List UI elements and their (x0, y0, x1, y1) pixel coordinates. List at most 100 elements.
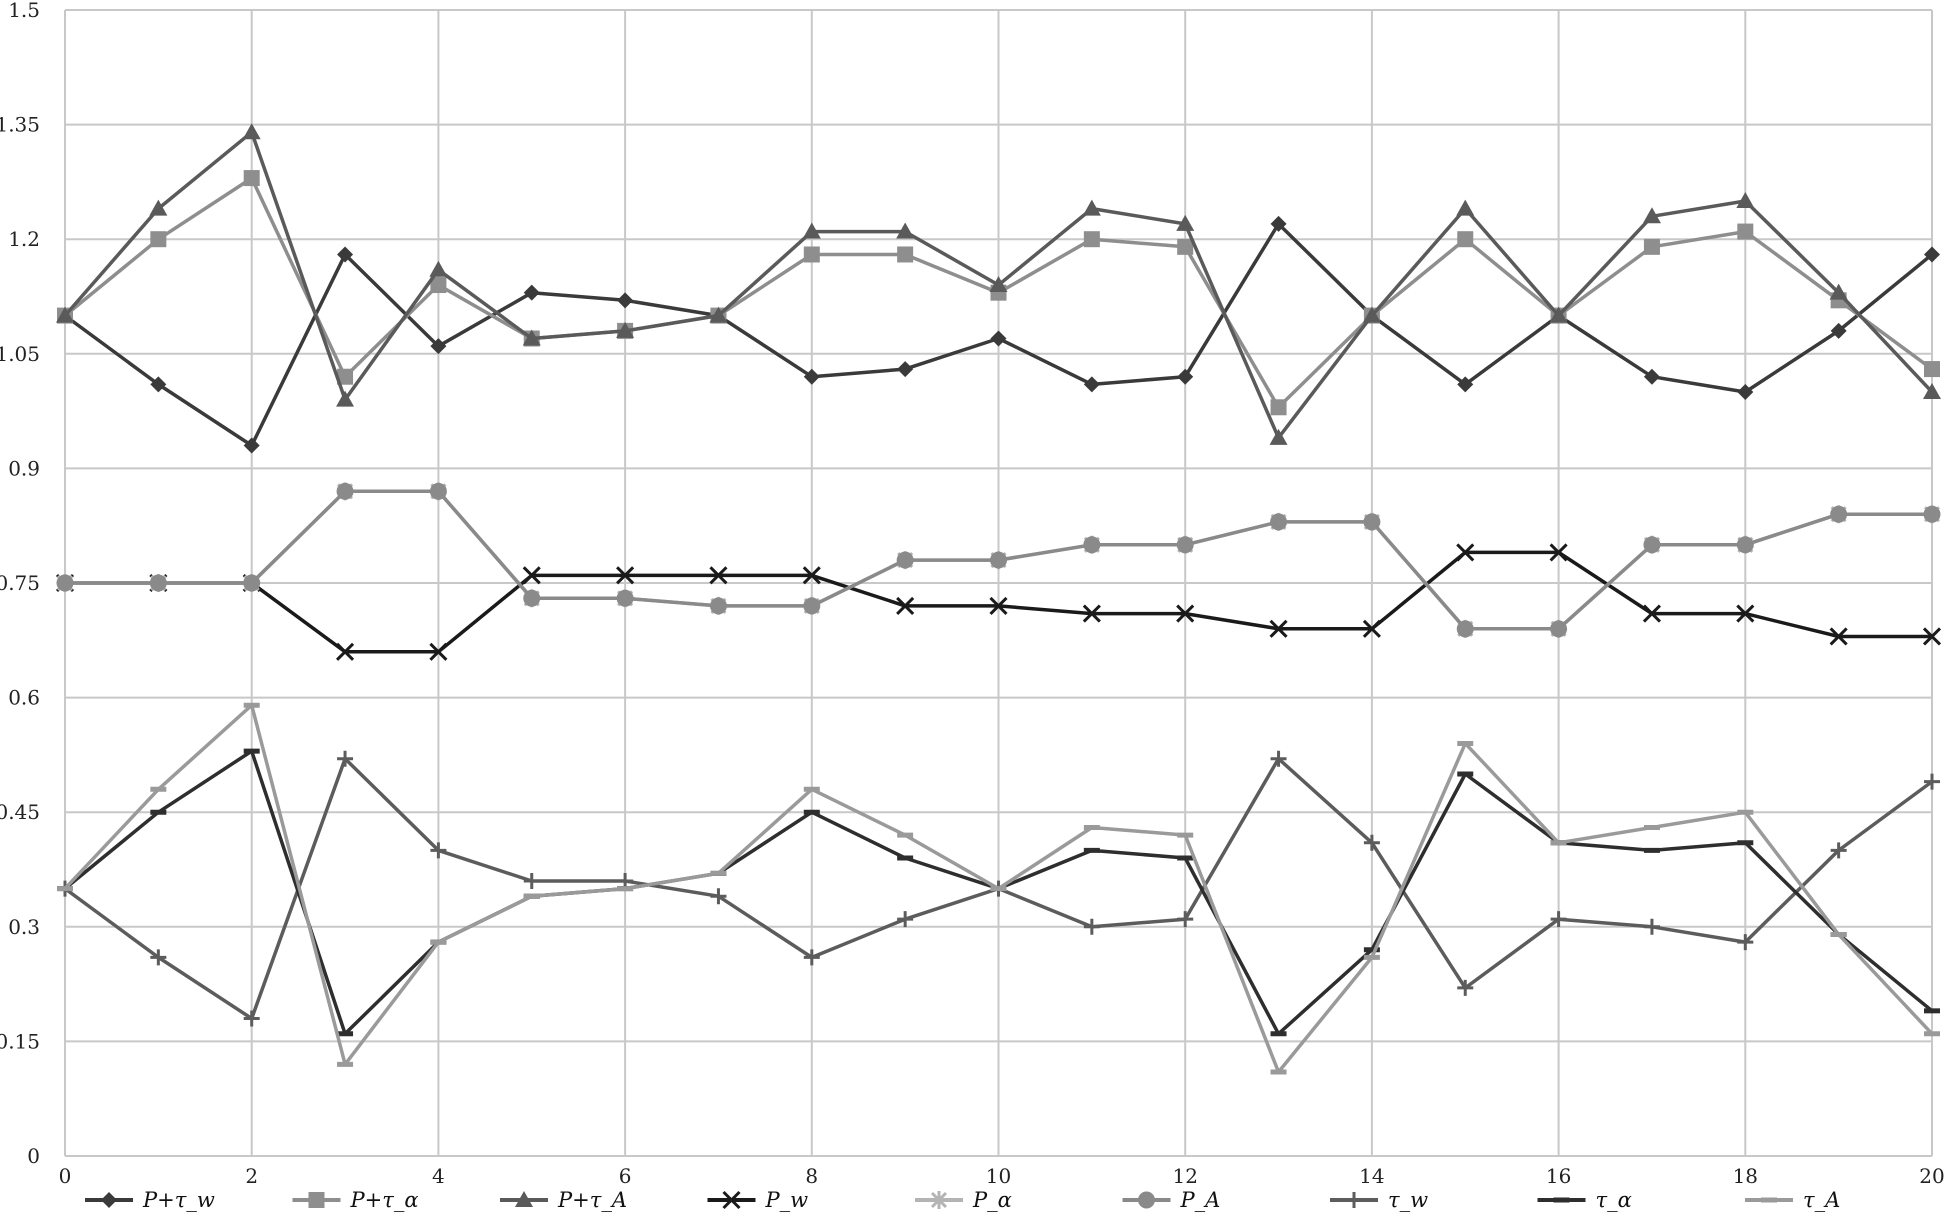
x-tick-label: 14 (1359, 1164, 1384, 1188)
data-point (616, 589, 634, 607)
legend-item: P+τ_w (85, 1188, 215, 1212)
data-point (1642, 207, 1661, 224)
data-point (243, 574, 261, 592)
legend-label: P+τ_A (557, 1188, 627, 1212)
series-2 (56, 123, 1941, 445)
data-point (1643, 238, 1660, 255)
data-point (243, 437, 260, 454)
data-point (1643, 536, 1661, 554)
x-tick-label: 12 (1172, 1164, 1197, 1188)
data-point (1177, 911, 1194, 928)
legend-marker (308, 1192, 325, 1208)
legend-marker (930, 1191, 948, 1209)
data-point (1736, 192, 1755, 208)
data-point (1456, 543, 1475, 562)
data-point (616, 321, 635, 338)
data-point (896, 551, 914, 569)
data-point (1176, 536, 1194, 554)
series-lines (55, 123, 1942, 1075)
data-point (523, 284, 540, 301)
data-point (337, 246, 354, 263)
series-8 (57, 702, 1940, 1075)
data-point (1642, 604, 1662, 623)
data-point (336, 482, 354, 500)
x-tick-label: 16 (1546, 1164, 1571, 1188)
data-point (1922, 627, 1942, 646)
y-tick-label: 0 (27, 1144, 40, 1168)
data-point (709, 566, 728, 585)
data-point (1362, 619, 1381, 638)
data-point (149, 574, 167, 592)
y-tick-label: 0.6 (8, 686, 40, 710)
legend-item: τ_w (1330, 1188, 1428, 1212)
x-tick-label: 0 (59, 1164, 72, 1188)
data-point (1083, 918, 1100, 935)
data-point (1457, 231, 1474, 248)
data-point (1736, 604, 1755, 623)
data-point (1177, 238, 1194, 255)
data-point (1083, 231, 1100, 248)
data-point (523, 872, 540, 889)
data-point (1829, 283, 1848, 300)
series-5 (56, 482, 1941, 638)
data-point (1456, 620, 1474, 638)
data-point (1924, 361, 1940, 378)
data-point (803, 597, 821, 615)
data-point (709, 306, 728, 323)
legend-label: P+τ_α (350, 1188, 419, 1212)
axis-labels: 0 2 4 6 8 10 12 14 16 18 20 0 0.15 0.3 0.45 0.6 0.75 0.9 1… (0, 0, 1945, 1188)
data-point (1549, 543, 1568, 562)
x-tick-label: 20 (1919, 1164, 1944, 1188)
data-point (1363, 834, 1380, 851)
data-point (802, 222, 821, 239)
y-tick-label: 0.9 (8, 456, 40, 480)
x-tick-label: 10 (986, 1164, 1011, 1188)
legend-label: τ_α (1596, 1188, 1632, 1212)
data-point (897, 246, 914, 263)
legend: P+τ_w P+τ_α P+τ_A P_w P_α P_A τ_w τ_α τ_A (85, 1188, 1840, 1212)
data-point (429, 260, 448, 277)
legend-item: P_A (1122, 1188, 1220, 1212)
data-point (150, 376, 167, 393)
data-point (1549, 306, 1568, 323)
data-point (1550, 620, 1568, 638)
legend-item: τ_A (1745, 1188, 1840, 1212)
data-point (616, 566, 635, 585)
y-tick-label: 0.75 (0, 571, 40, 595)
data-point (430, 842, 447, 859)
legend-item: P+τ_α (292, 1188, 419, 1212)
data-point (1456, 199, 1475, 216)
y-tick-label: 0.45 (0, 800, 40, 824)
y-tick-label: 1.5 (8, 0, 40, 22)
data-point (1736, 536, 1754, 554)
data-point (1270, 399, 1287, 416)
data-point (1269, 619, 1288, 638)
data-point (242, 123, 261, 140)
data-point (335, 642, 355, 661)
data-point (149, 199, 168, 216)
data-point (709, 597, 727, 615)
data-point (1830, 322, 1847, 339)
data-point (1269, 428, 1288, 445)
data-point (802, 566, 821, 585)
legend-item: P_w (707, 1188, 808, 1212)
data-point (522, 329, 541, 346)
data-point (990, 551, 1007, 569)
y-tick-label: 0.15 (0, 1029, 40, 1053)
legend-marker (1138, 1191, 1155, 1209)
data-point (1737, 934, 1754, 951)
data-point (1177, 368, 1194, 385)
data-point (1082, 199, 1101, 216)
y-tick-label: 0.3 (8, 915, 40, 939)
y-tick-label: 1.2 (8, 227, 40, 251)
data-point (430, 338, 447, 355)
data-point (803, 949, 820, 966)
data-point (897, 361, 914, 378)
data-point (617, 292, 634, 309)
data-point (1176, 214, 1195, 231)
data-point (1550, 911, 1567, 928)
legend-label: τ_A (1803, 1188, 1840, 1212)
x-tick-label: 4 (432, 1164, 445, 1188)
